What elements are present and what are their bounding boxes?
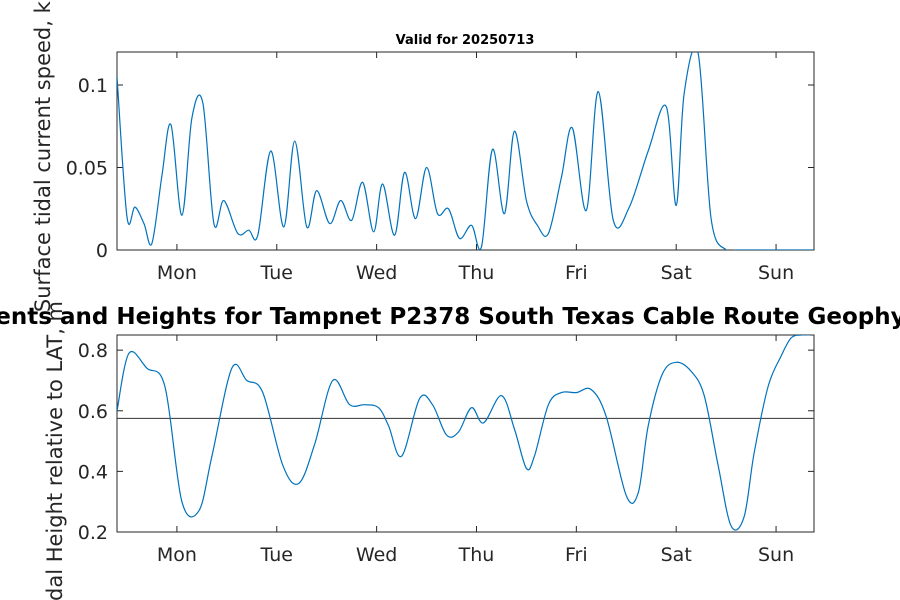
current-speed-y-label: Surface tidal current speed, kn (31, 0, 55, 312)
current-speed-xtick-label: Tue (260, 262, 293, 284)
tidal-height-axes-box (116, 334, 815, 533)
current-speed-ytick-label: 0 (96, 240, 108, 262)
current-speed-plot: Valid for 20250713 0 0.05 0.1 Mon Tue Wed Thu F… (31, 0, 815, 312)
current-speed-xtick-label: Thu (458, 262, 495, 284)
current-speed-xtick-label: Fri (565, 262, 588, 284)
tidal-height-xtick-label: Sat (661, 544, 692, 566)
tidal-height-series-line (117, 335, 811, 531)
tidal-height-ytick-label: 0.6 (78, 401, 108, 423)
current-speed-xtick-label: Sun (758, 262, 794, 284)
current-speed-xtick-label: Sat (661, 262, 692, 284)
current-speed-ytick-label: 0.1 (78, 75, 108, 97)
tidal-height-ytick-label: 0.8 (78, 340, 108, 362)
tidal-height-xtick-label: Fri (565, 544, 588, 566)
current-speed-ytick-label: 0.05 (66, 158, 108, 180)
current-speed-title: Valid for 20250713 (396, 33, 535, 48)
current-speed-xtick-label: Wed (356, 262, 397, 284)
current-speed-axes-box (116, 51, 815, 251)
tidal-height-ticks: 0.2 0.4 0.6 0.8 Mon Tue Wed Thu Fri Sat Sun (78, 335, 814, 566)
main-title: Tidal Currents and Heights for Tampnet P… (0, 304, 900, 330)
tidal-height-y-label: Tidal Height relative to LAT, m (43, 301, 67, 600)
tidal-height-xtick-label: Wed (356, 544, 397, 566)
tidal-height-ytick-label: 0.4 (78, 461, 108, 483)
current-speed-xtick-label: Mon (157, 262, 197, 284)
current-speed-series-line (117, 52, 814, 250)
tidal-height-plot: 0.2 0.4 0.6 0.8 Mon Tue Wed Thu Fri Sat Sun Tidal … (0, 301, 900, 600)
tidal-height-xtick-label: Thu (458, 544, 495, 566)
current-speed-ticks: 0 0.05 0.1 Mon Tue Wed Thu Fri Sat Sun (66, 52, 814, 284)
tidal-height-ytick-label: 0.2 (78, 522, 108, 544)
tidal-height-xtick-label: Tue (260, 544, 293, 566)
tidal-height-xtick-label: Mon (157, 544, 197, 566)
tidal-height-xtick-label: Sun (758, 544, 794, 566)
